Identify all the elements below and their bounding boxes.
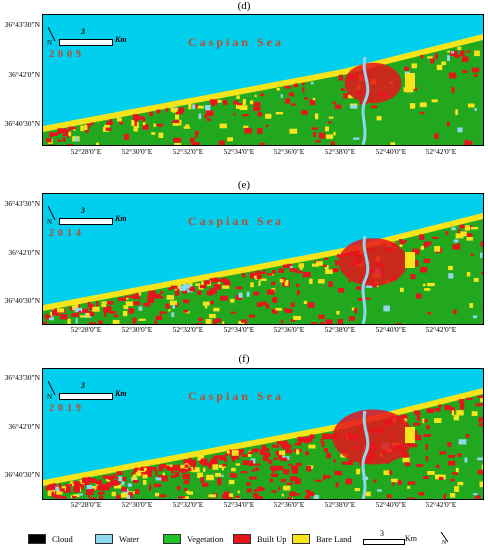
x-tick: 52°40'0"E xyxy=(375,325,407,334)
x-tick: 52°32'0"E xyxy=(172,500,204,509)
year-label: 2014 xyxy=(49,228,85,239)
panel-letter-e: (e) xyxy=(237,179,251,191)
scale-value: 3 xyxy=(81,381,85,390)
x-tick: 52°38'0"E xyxy=(324,147,356,156)
year-label: 2009 xyxy=(49,49,85,60)
sea-label: Caspian Sea xyxy=(188,35,285,49)
x-tick: 52°30'0"E xyxy=(121,325,153,334)
x-tick: 52°38'0"E xyxy=(324,500,356,509)
panel-letter-f: (f) xyxy=(238,353,250,365)
scale-bar xyxy=(59,39,113,46)
scale-unit: Km xyxy=(115,214,127,223)
x-tick: 52°40'0"E xyxy=(375,500,407,509)
x-tick: 52°36'0"E xyxy=(273,500,305,509)
legend-scale-value: 3 xyxy=(380,529,384,538)
legend-swatch xyxy=(95,534,113,544)
legend-label: Water xyxy=(119,534,140,544)
legend-label: Cloud xyxy=(52,534,73,544)
land-cover-map-svg xyxy=(43,34,483,145)
y-tick-top: 36°43'30"N xyxy=(4,373,40,382)
legend-item-cloud: Cloud xyxy=(28,534,73,544)
x-tick: 52°34'0"E xyxy=(223,325,255,334)
north-arrow-icon: N xyxy=(47,27,57,51)
north-label: N xyxy=(47,39,53,47)
legend-swatch xyxy=(292,534,310,544)
year-label: 2019 xyxy=(49,403,85,414)
x-tick: 52°30'0"E xyxy=(121,500,153,509)
x-tick: 52°36'0"E xyxy=(273,325,305,334)
north-label: N xyxy=(47,218,53,226)
legend-scale-bar xyxy=(363,539,405,545)
legend-item-vegetation: Vegetation xyxy=(163,534,223,544)
scale-value: 3 xyxy=(81,27,85,36)
north-arrow-icon: N xyxy=(47,206,57,230)
x-tick: 52°42'0"E xyxy=(425,147,457,156)
land-cover-map-svg xyxy=(43,213,483,324)
x-tick: 52°30'0"E xyxy=(121,147,153,156)
x-tick: 52°36'0"E xyxy=(273,147,305,156)
x-tick: 52°42'0"E xyxy=(425,325,457,334)
scale-bar xyxy=(59,393,113,400)
legend-label: Bare Land xyxy=(316,534,352,544)
scale-unit: Km xyxy=(115,389,127,398)
legend-swatch xyxy=(233,534,251,544)
y-tick-bottom: 36°40'30"N xyxy=(4,119,40,128)
y-tick-top: 36°43'30"N xyxy=(4,199,40,208)
land-cover-map-svg xyxy=(43,388,483,499)
legend-label: Built Up xyxy=(257,534,287,544)
x-tick: 52°28'0"E xyxy=(70,147,102,156)
scale-value: 3 xyxy=(81,206,85,215)
legend-item-built-up: Built Up xyxy=(233,534,287,544)
x-tick: 52°34'0"E xyxy=(223,147,255,156)
legend: Cloud Water Vegetation Built Up Bare Lan… xyxy=(0,529,488,548)
map-2014: N 3 Km Caspian Sea 2014 xyxy=(42,193,484,325)
y-tick-mid: 36°42'0"N xyxy=(8,70,40,79)
scale-unit: Km xyxy=(115,35,127,44)
x-tick: 52°28'0"E xyxy=(70,325,102,334)
x-tick: 52°32'0"E xyxy=(172,147,204,156)
legend-north-label: N xyxy=(442,540,447,546)
map-2019: N 3 Km Caspian Sea 2019 xyxy=(42,368,484,500)
y-tick-mid: 36°42'0"N xyxy=(8,422,40,431)
legend-scale-unit: Km xyxy=(405,534,417,543)
legend-north-arrow-icon: N xyxy=(440,531,450,548)
x-tick: 52°32'0"E xyxy=(172,325,204,334)
x-tick: 52°38'0"E xyxy=(324,325,356,334)
legend-item-water: Water xyxy=(95,534,139,544)
y-tick-top: 36°43'30"N xyxy=(4,20,40,29)
legend-item-bare-land: Bare Land xyxy=(292,534,352,544)
y-tick-bottom: 36°40'30"N xyxy=(4,470,40,479)
x-tick: 52°40'0"E xyxy=(375,147,407,156)
x-tick: 52°42'0"E xyxy=(425,500,457,509)
y-tick-mid: 36°42'0"N xyxy=(8,248,40,257)
scale-bar xyxy=(59,218,113,225)
x-tick: 52°28'0"E xyxy=(70,500,102,509)
legend-label: Vegetation xyxy=(187,534,224,544)
y-tick-bottom: 36°40'30"N xyxy=(4,296,40,305)
north-arrow-icon: N xyxy=(47,381,57,405)
legend-swatch xyxy=(163,534,181,544)
map-2009: N 3 Km Caspian Sea 2009 xyxy=(42,14,484,146)
x-tick: 52°34'0"E xyxy=(223,500,255,509)
sea-label: Caspian Sea xyxy=(188,389,285,403)
north-label: N xyxy=(47,393,53,401)
legend-swatch xyxy=(28,534,46,544)
panel-letter-d: (d) xyxy=(237,0,251,12)
sea-label: Caspian Sea xyxy=(188,214,285,228)
